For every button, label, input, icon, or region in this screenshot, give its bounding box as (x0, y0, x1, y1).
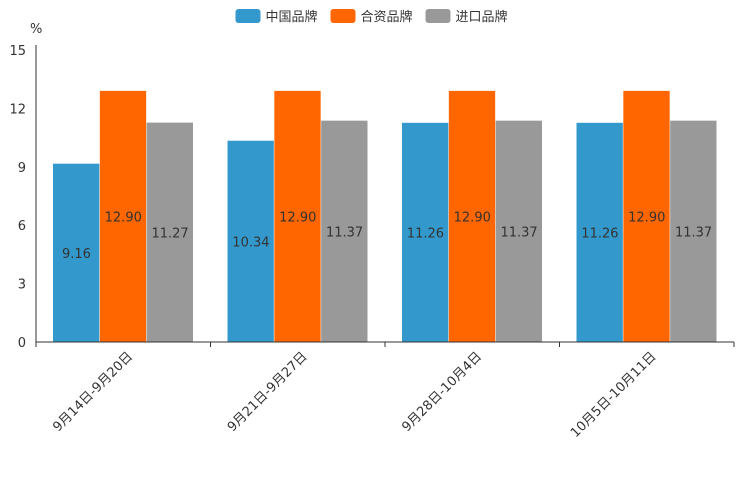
data-label: 11.37 (675, 225, 712, 240)
data-label: 9.16 (62, 247, 91, 262)
bar-import-brand (321, 120, 368, 342)
y-tick-label: 6 (18, 219, 26, 234)
y-tick-label: 3 (18, 278, 26, 293)
data-label: 12.90 (279, 210, 316, 225)
y-tick-label: 12 (9, 102, 26, 117)
legend-swatch (235, 9, 261, 23)
bar-china-brand (53, 163, 100, 342)
data-label: 12.90 (105, 210, 142, 225)
bar-import-brand (495, 120, 542, 342)
bar-import-brand (146, 122, 193, 343)
legend: 中国品牌 合资品牌 进口品牌 (235, 9, 508, 25)
data-label: 12.90 (628, 210, 665, 225)
y-tick-label: 0 (18, 336, 26, 351)
bars: 9.16 12.90 11.27 10.34 12.90 11.37 11.26 12.90 1… (53, 90, 717, 343)
bar-import-brand (670, 120, 717, 342)
x-tick-label: 10月5日-10月11日 (568, 349, 660, 441)
y-axis: 0 3 6 9 12 15 (9, 44, 37, 351)
y-tick-label: 9 (18, 161, 26, 176)
y-tick-label: 15 (9, 44, 26, 59)
data-label: 11.27 (151, 226, 188, 241)
data-label: 11.37 (326, 225, 363, 240)
data-label: 11.26 (407, 226, 444, 241)
data-label: 10.34 (232, 235, 269, 250)
bar-joint-venture-brand (99, 90, 147, 342)
x-tick-label: 9月21日-9月27日 (225, 349, 311, 435)
legend-label: 中国品牌 (266, 9, 318, 25)
legend-swatch (330, 9, 356, 23)
bar-china-brand (227, 140, 274, 342)
data-label: 12.90 (454, 210, 491, 225)
x-tick-label: 9月28日-10月4日 (399, 349, 485, 435)
legend-swatch (425, 9, 451, 23)
bar-china-brand (402, 122, 449, 343)
legend-label: 进口品牌 (456, 9, 508, 25)
legend-label: 合资品牌 (361, 9, 413, 25)
x-axis: 9月14日-9月20日 9月21日-9月27日 9月28日-10月4日 10月5日-1… (35, 341, 735, 441)
data-label: 11.26 (581, 226, 618, 241)
bar-joint-venture-brand (274, 90, 321, 342)
bar-joint-venture-brand (448, 90, 496, 342)
bar-china-brand (576, 122, 623, 343)
x-tick-label: 9月14日-9月20日 (50, 349, 136, 435)
bar-joint-venture-brand (623, 90, 670, 342)
data-label: 11.37 (500, 225, 537, 240)
y-axis-unit-label: % (30, 22, 42, 37)
